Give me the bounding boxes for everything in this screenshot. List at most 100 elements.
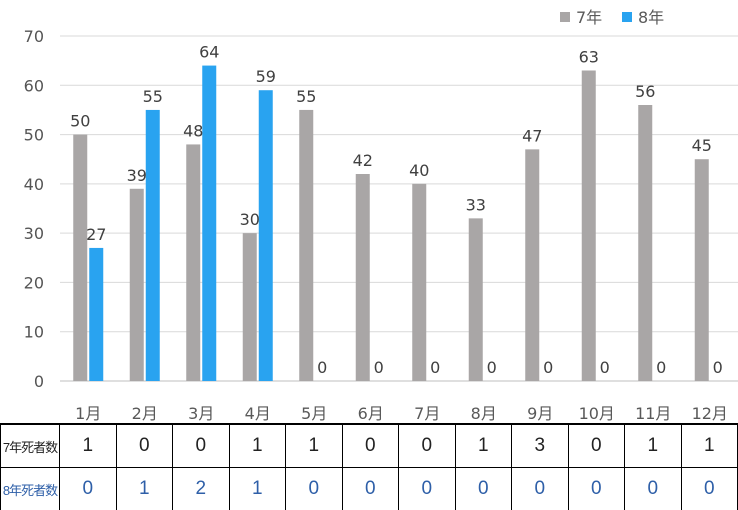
legend-swatch	[622, 12, 632, 22]
x-tick-label: 1月	[75, 404, 101, 423]
x-tick-label: 11月	[635, 404, 671, 423]
table-cell: 1	[115, 467, 173, 510]
bar-y7	[299, 109, 314, 381]
bars	[73, 65, 709, 382]
data-labels: 50 27 39 55 48 64 30 59 55 0 42 0 40 0 33 0 47 0 63 0 56 0 45 0	[70, 43, 723, 377]
bar-y7	[694, 159, 709, 381]
x-tick-label: 8月	[471, 404, 497, 423]
y-tick-label: 0	[34, 372, 44, 391]
x-tick-label: 10月	[579, 404, 615, 423]
data-label: 56	[635, 82, 655, 101]
table-cell: 0	[59, 467, 117, 510]
x-tick-label: 5月	[301, 404, 327, 423]
y-tick-label: 60	[24, 76, 44, 95]
y-axis: 0 10 20 30 40 50 60 70	[24, 27, 44, 391]
data-label: 33	[466, 195, 486, 214]
x-tick-label: 3月	[188, 404, 214, 423]
bar-y7	[412, 183, 427, 381]
data-label: 0	[317, 358, 327, 377]
table-cell: 0	[398, 467, 456, 510]
bar-y7	[186, 144, 201, 381]
x-tick-label: 6月	[358, 404, 384, 423]
table-cell: 0	[115, 423, 173, 469]
table-cell: 2	[172, 467, 230, 510]
table-cell: 1	[454, 423, 512, 469]
data-label: 0	[543, 358, 553, 377]
data-label: 39	[127, 166, 147, 185]
bar-y8	[202, 65, 217, 382]
bar-y7	[242, 233, 257, 381]
data-label: 27	[86, 225, 106, 244]
x-tick-label: 2月	[132, 404, 158, 423]
data-label: 0	[374, 358, 384, 377]
bar-y7	[638, 105, 653, 381]
table-row-y8: 8年死者数 0 1 2 1 0 0 0 0 0 0 0 0	[0, 467, 738, 510]
deaths-table: 7年死者数 1 0 0 1 1 0 0 1 3 0 1 1 8年死者数 0 1 …	[0, 423, 738, 510]
y-tick-label: 10	[24, 323, 44, 342]
table-cell: 0	[567, 423, 625, 469]
data-label: 0	[430, 358, 440, 377]
data-label: 42	[353, 151, 373, 170]
data-label: 48	[183, 121, 203, 140]
bar-y7	[525, 149, 540, 381]
table-row-y7: 7年死者数 1 0 0 1 1 0 0 1 3 0 1 1	[0, 423, 738, 469]
table-cell: 0	[341, 467, 399, 510]
y-tick-label: 40	[24, 175, 44, 194]
table-cell: 0	[398, 423, 456, 469]
table-cell: 0	[341, 423, 399, 469]
x-tick-label: 9月	[527, 404, 553, 423]
data-label: 47	[522, 126, 542, 145]
table-cell: 0	[680, 467, 738, 510]
bar-y7	[581, 70, 596, 381]
y-tick-label: 30	[24, 224, 44, 243]
data-label: 45	[692, 136, 712, 155]
bar-chart: 0 10 20 30 40 50 60 70 50 27 39 55 48 64 30 59 55 0 42 0 40…	[24, 8, 738, 423]
data-label: 50	[70, 112, 90, 131]
data-label: 59	[256, 67, 276, 86]
data-label: 55	[143, 87, 163, 106]
legend-label: 7年	[576, 8, 602, 27]
bar-y7	[468, 218, 483, 381]
bar-y7	[129, 188, 144, 381]
table-cell: 0	[285, 467, 343, 510]
data-label: 55	[296, 87, 316, 106]
bar-y8	[89, 247, 104, 381]
table-cell: 1	[228, 423, 286, 469]
x-tick-label: 7月	[414, 404, 440, 423]
table-cell: 1	[680, 423, 738, 469]
data-label: 63	[579, 48, 599, 67]
data-label: 64	[199, 43, 219, 62]
x-axis: 1月 2月 3月 4月 5月 6月 7月 8月 9月 10月 11月 12月	[75, 404, 728, 423]
table-cell: 1	[228, 467, 286, 510]
legend-label: 8年	[638, 8, 664, 27]
data-label: 0	[487, 358, 497, 377]
data-label: 0	[600, 358, 610, 377]
data-label: 30	[240, 210, 260, 229]
gridlines	[60, 35, 738, 382]
data-label: 40	[409, 161, 429, 180]
legend-swatch	[560, 12, 570, 22]
y-tick-label: 70	[24, 27, 44, 46]
table-cell: 3	[511, 423, 569, 469]
table-cell: 1	[624, 423, 682, 469]
row-label-y7: 7年死者数	[0, 423, 60, 469]
bar-y8	[258, 90, 273, 381]
bar-y8	[145, 109, 160, 381]
bar-y7	[355, 174, 370, 381]
bar-y7	[73, 134, 88, 381]
table-cell: 0	[172, 423, 230, 469]
table-cell: 0	[454, 467, 512, 510]
row-label-y8: 8年死者数	[0, 467, 60, 510]
x-tick-label: 4月	[245, 404, 271, 423]
table-cell: 0	[511, 467, 569, 510]
data-label: 0	[713, 358, 723, 377]
y-tick-label: 50	[24, 126, 44, 145]
table-cell: 1	[59, 423, 117, 469]
table-cell: 1	[285, 423, 343, 469]
legend: 7年 8年	[560, 8, 664, 27]
y-tick-label: 20	[24, 273, 44, 292]
table-cell: 0	[567, 467, 625, 510]
table-cell: 0	[624, 467, 682, 510]
data-label: 0	[656, 358, 666, 377]
x-tick-label: 12月	[692, 404, 728, 423]
